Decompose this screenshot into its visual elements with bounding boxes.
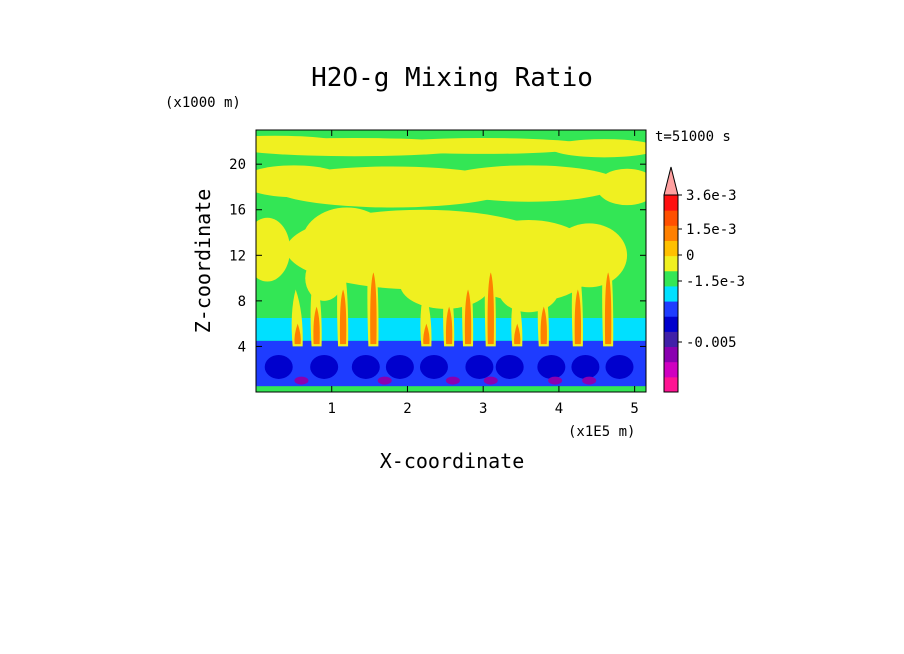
colorbar-swatch xyxy=(664,225,678,241)
colorbar-swatch xyxy=(664,301,678,317)
x-axis-label: X-coordinate xyxy=(380,449,525,473)
plume-core-3 xyxy=(370,272,377,345)
time-label: t=51000 s xyxy=(655,129,731,145)
dry-cell-6 xyxy=(495,354,524,379)
colorbar-swatch xyxy=(664,316,678,332)
plume-core-11 xyxy=(604,272,612,345)
plume-core-9 xyxy=(540,306,547,345)
driest-cell-2 xyxy=(445,376,460,385)
y-tick-label: 12 xyxy=(229,248,246,264)
colorbar-swatch xyxy=(664,331,678,348)
dry-cell-1 xyxy=(310,354,339,379)
colorbar-swatch xyxy=(664,270,678,287)
dry-cell-7 xyxy=(537,354,566,379)
moist-region-12 xyxy=(551,223,628,288)
colorbar-label: -0.005 xyxy=(686,335,737,351)
plume-core-7 xyxy=(487,272,494,345)
dry-cell-2 xyxy=(351,354,380,379)
surface-band xyxy=(256,386,646,392)
colorbar-label: 0 xyxy=(686,248,694,264)
colorbar-swatch xyxy=(664,195,678,211)
driest-cell-1 xyxy=(377,376,392,385)
dry-cell-5 xyxy=(465,354,494,379)
moist-region-3 xyxy=(551,139,646,158)
x-tick-label: 5 xyxy=(630,401,638,417)
y-tick-label: 20 xyxy=(229,157,246,173)
colorbar: 3.6e-3 1.5e-3 0 -1.5e-3 -0.005 xyxy=(663,166,745,393)
plume-core-5 xyxy=(445,306,453,345)
plume-core-1 xyxy=(313,306,320,345)
dry-cell-9 xyxy=(605,354,634,379)
colorbar-swatch xyxy=(664,240,678,257)
dry-cell-8 xyxy=(571,354,600,379)
x-axis: 1 2 3 4 5 xyxy=(328,130,639,417)
colorbar-swatch xyxy=(664,346,678,363)
driest-cell-4 xyxy=(548,376,563,385)
moist-region-7 xyxy=(596,168,646,206)
y-axis: 4 8 12 16 20 xyxy=(229,157,646,355)
colorbar-label: 1.5e-3 xyxy=(686,222,737,238)
moist-region-8 xyxy=(256,217,291,282)
y-tick-label: 8 xyxy=(238,294,246,310)
y-axis-label: Z-coordinate xyxy=(191,189,215,334)
dry-cell-4 xyxy=(419,354,448,379)
moist-region-14 xyxy=(498,266,559,313)
y-tick-label: 16 xyxy=(229,203,246,219)
x-tick-label: 2 xyxy=(403,401,411,417)
plume-core-8 xyxy=(514,323,521,345)
colorbar-swatch xyxy=(664,255,678,272)
x-tick-label: 1 xyxy=(328,401,336,417)
plume-core-0 xyxy=(294,323,301,345)
plot-frame xyxy=(255,129,647,393)
plume-core-4 xyxy=(423,323,430,345)
colorbar-swatch xyxy=(664,376,678,393)
x-tick-label: 4 xyxy=(555,401,563,417)
plume-core-10 xyxy=(574,289,582,345)
driest-cell-5 xyxy=(582,376,597,385)
driest-cell-0 xyxy=(294,376,309,385)
moist-region-6 xyxy=(437,165,620,202)
chart-title: H2O-g Mixing Ratio xyxy=(311,63,593,93)
plot-area xyxy=(256,130,646,392)
x-tick-label: 3 xyxy=(479,401,487,417)
colorbar-label: -1.5e-3 xyxy=(686,274,745,290)
dry-cell-3 xyxy=(385,354,414,379)
moist-region-2 xyxy=(377,137,590,154)
colorbar-label: 3.6e-3 xyxy=(686,188,737,204)
driest-cell-3 xyxy=(483,376,498,385)
y-unit-label: (x1000 m) xyxy=(165,95,241,111)
y-tick-label: 4 xyxy=(238,339,246,355)
colorbar-swatch xyxy=(664,285,678,302)
plume-core-2 xyxy=(339,289,347,345)
dry-cell-0 xyxy=(264,354,293,379)
colorbar-frame xyxy=(663,194,679,393)
x-unit-label: (x1E5 m) xyxy=(568,424,635,440)
colorbar-extend-arrow xyxy=(663,166,679,196)
plume-core-6 xyxy=(464,289,472,345)
colorbar-swatch xyxy=(664,210,678,226)
colorbar-swatch xyxy=(664,361,678,378)
